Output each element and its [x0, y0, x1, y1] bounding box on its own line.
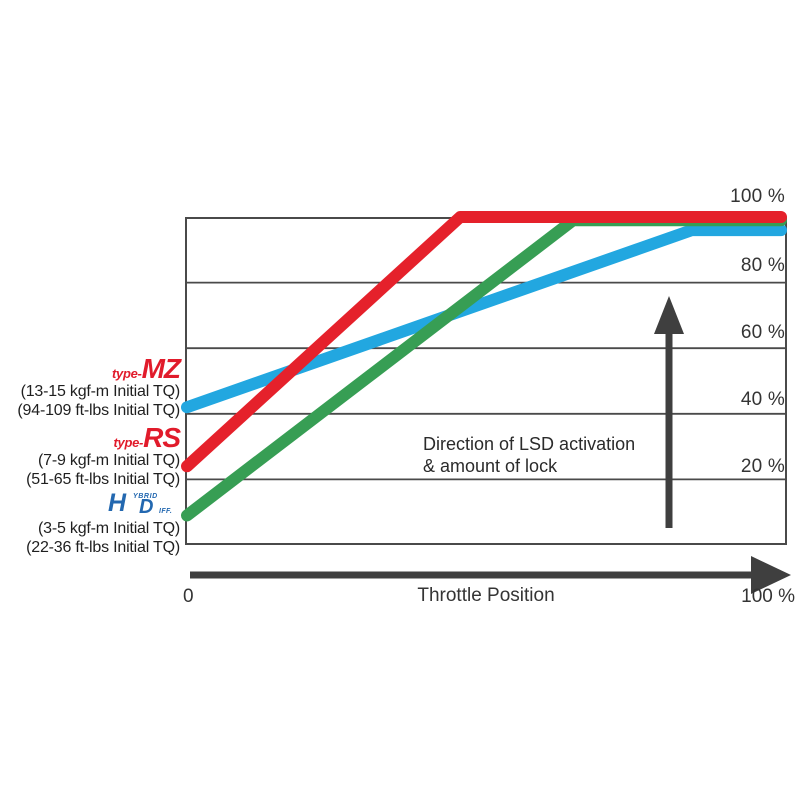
- lsd-direction-arrow-icon: [654, 296, 684, 528]
- type-rs-logo-name: RS: [143, 422, 181, 453]
- annotation-line-2: & amount of lock: [423, 456, 558, 476]
- type-rs-logo-prefix: type-: [113, 435, 144, 450]
- type-mz-spec-kgfm: (13-15 kgf-m Initial TQ): [20, 383, 181, 400]
- series-line-type-mz: [181, 224, 787, 414]
- series-lines: [181, 211, 787, 522]
- ytick-100: 100 %: [730, 186, 785, 207]
- annotation-line-1: Direction of LSD activation: [423, 434, 636, 454]
- ytick-20: 20 %: [740, 456, 785, 477]
- hd-logo-h: H: [108, 489, 127, 517]
- type-mz-logo-name: MZ: [141, 353, 181, 384]
- ytick-80: 80 %: [740, 255, 785, 276]
- xtick-zero: 0: [183, 586, 194, 607]
- legend-group-type-mz: type-MZ (13-15 kgf-m Initial TQ) (94-109…: [17, 353, 181, 420]
- type-rs-logo: type-RS: [26, 422, 181, 453]
- ytick-40: 40 %: [740, 389, 785, 410]
- ytick-60: 60 %: [740, 322, 785, 343]
- hd-logo-iff: IFF.: [159, 508, 173, 515]
- annotation: Direction of LSD activation & amount of …: [423, 433, 635, 477]
- hd-logo-icon: H YBRID D IFF.: [106, 489, 180, 519]
- type-mz-spec-ftlbs: (94-109 ft-lbs Initial TQ): [17, 401, 180, 419]
- hybrid-diff-logo: H YBRID D IFF.: [26, 489, 180, 520]
- hybrid-diff-spec-kgfm: (3-5 kgf-m Initial TQ): [38, 520, 180, 537]
- hybrid-diff-spec-ftlbs: (22-36 ft-lbs Initial TQ): [26, 538, 180, 556]
- xtick-max: 100 %: [741, 586, 795, 607]
- type-rs-spec-ftlbs: (51-65 ft-lbs Initial TQ): [26, 470, 180, 488]
- series-line-type-rs: [181, 211, 787, 473]
- type-mz-logo-prefix: type-: [112, 366, 142, 381]
- legend-group-hybrid-diff: H YBRID D IFF. (3-5 kgf-m Initial TQ) (2…: [26, 489, 180, 557]
- type-mz-logo: type-MZ: [17, 353, 181, 384]
- type-rs-spec-kgfm: (7-9 kgf-m Initial TQ): [38, 452, 180, 469]
- hd-logo-ybrid: YBRID: [133, 493, 158, 500]
- legend-group-type-rs: type-RS (7-9 kgf-m Initial TQ) (51-65 ft…: [26, 422, 181, 489]
- x-axis-title: Throttle Position: [417, 585, 555, 606]
- throttle-axis-arrow-icon: [190, 556, 791, 594]
- hd-logo-d: D: [139, 496, 154, 518]
